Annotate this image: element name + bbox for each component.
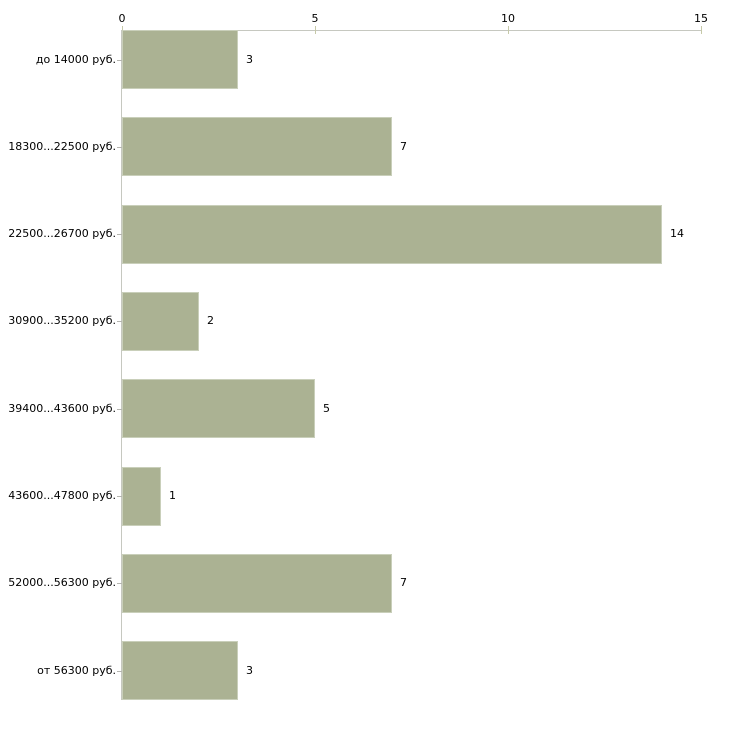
bar xyxy=(122,553,392,613)
category-label: от 56300 руб. xyxy=(37,663,116,677)
y-axis-line xyxy=(121,30,122,701)
category-tick xyxy=(117,496,122,497)
x-axis-tick-label: 10 xyxy=(501,12,515,25)
category-tick xyxy=(117,234,122,235)
category-tick xyxy=(117,321,122,322)
value-label: 2 xyxy=(207,314,214,328)
x-axis-tick xyxy=(508,26,509,34)
bar xyxy=(122,291,199,351)
bar xyxy=(122,30,238,89)
value-label: 3 xyxy=(246,663,253,677)
category-tick xyxy=(117,409,122,410)
x-axis-tick-label: 15 xyxy=(694,12,708,25)
value-label: 7 xyxy=(400,139,407,153)
x-axis-tick xyxy=(701,26,702,34)
value-label: 1 xyxy=(169,489,176,503)
x-axis-tick-label: 5 xyxy=(311,12,319,25)
category-label: 52000...56300 руб. xyxy=(8,576,116,590)
x-axis-tick xyxy=(315,26,316,34)
category-tick xyxy=(117,147,122,148)
category-tick xyxy=(117,60,122,61)
category-label: 43600...47800 руб. xyxy=(8,489,116,503)
value-label: 14 xyxy=(670,227,684,241)
bar xyxy=(122,117,392,177)
category-label: до 14000 руб. xyxy=(35,52,116,66)
value-label: 5 xyxy=(323,401,330,415)
category-label: 30900...35200 руб. xyxy=(8,314,116,328)
x-axis-line xyxy=(122,30,702,31)
category-label: 39400...43600 руб. xyxy=(8,401,116,415)
x-axis-tick-label: 0 xyxy=(118,12,126,25)
bar xyxy=(122,204,662,264)
value-label: 7 xyxy=(400,576,407,590)
category-tick xyxy=(117,671,122,672)
category-label: 18300...22500 руб. xyxy=(8,139,116,153)
bar xyxy=(122,641,238,701)
bar xyxy=(122,466,161,526)
category-label: 22500...26700 руб. xyxy=(8,227,116,241)
value-label: 3 xyxy=(246,52,253,66)
category-tick xyxy=(117,583,122,584)
bar xyxy=(122,379,315,439)
